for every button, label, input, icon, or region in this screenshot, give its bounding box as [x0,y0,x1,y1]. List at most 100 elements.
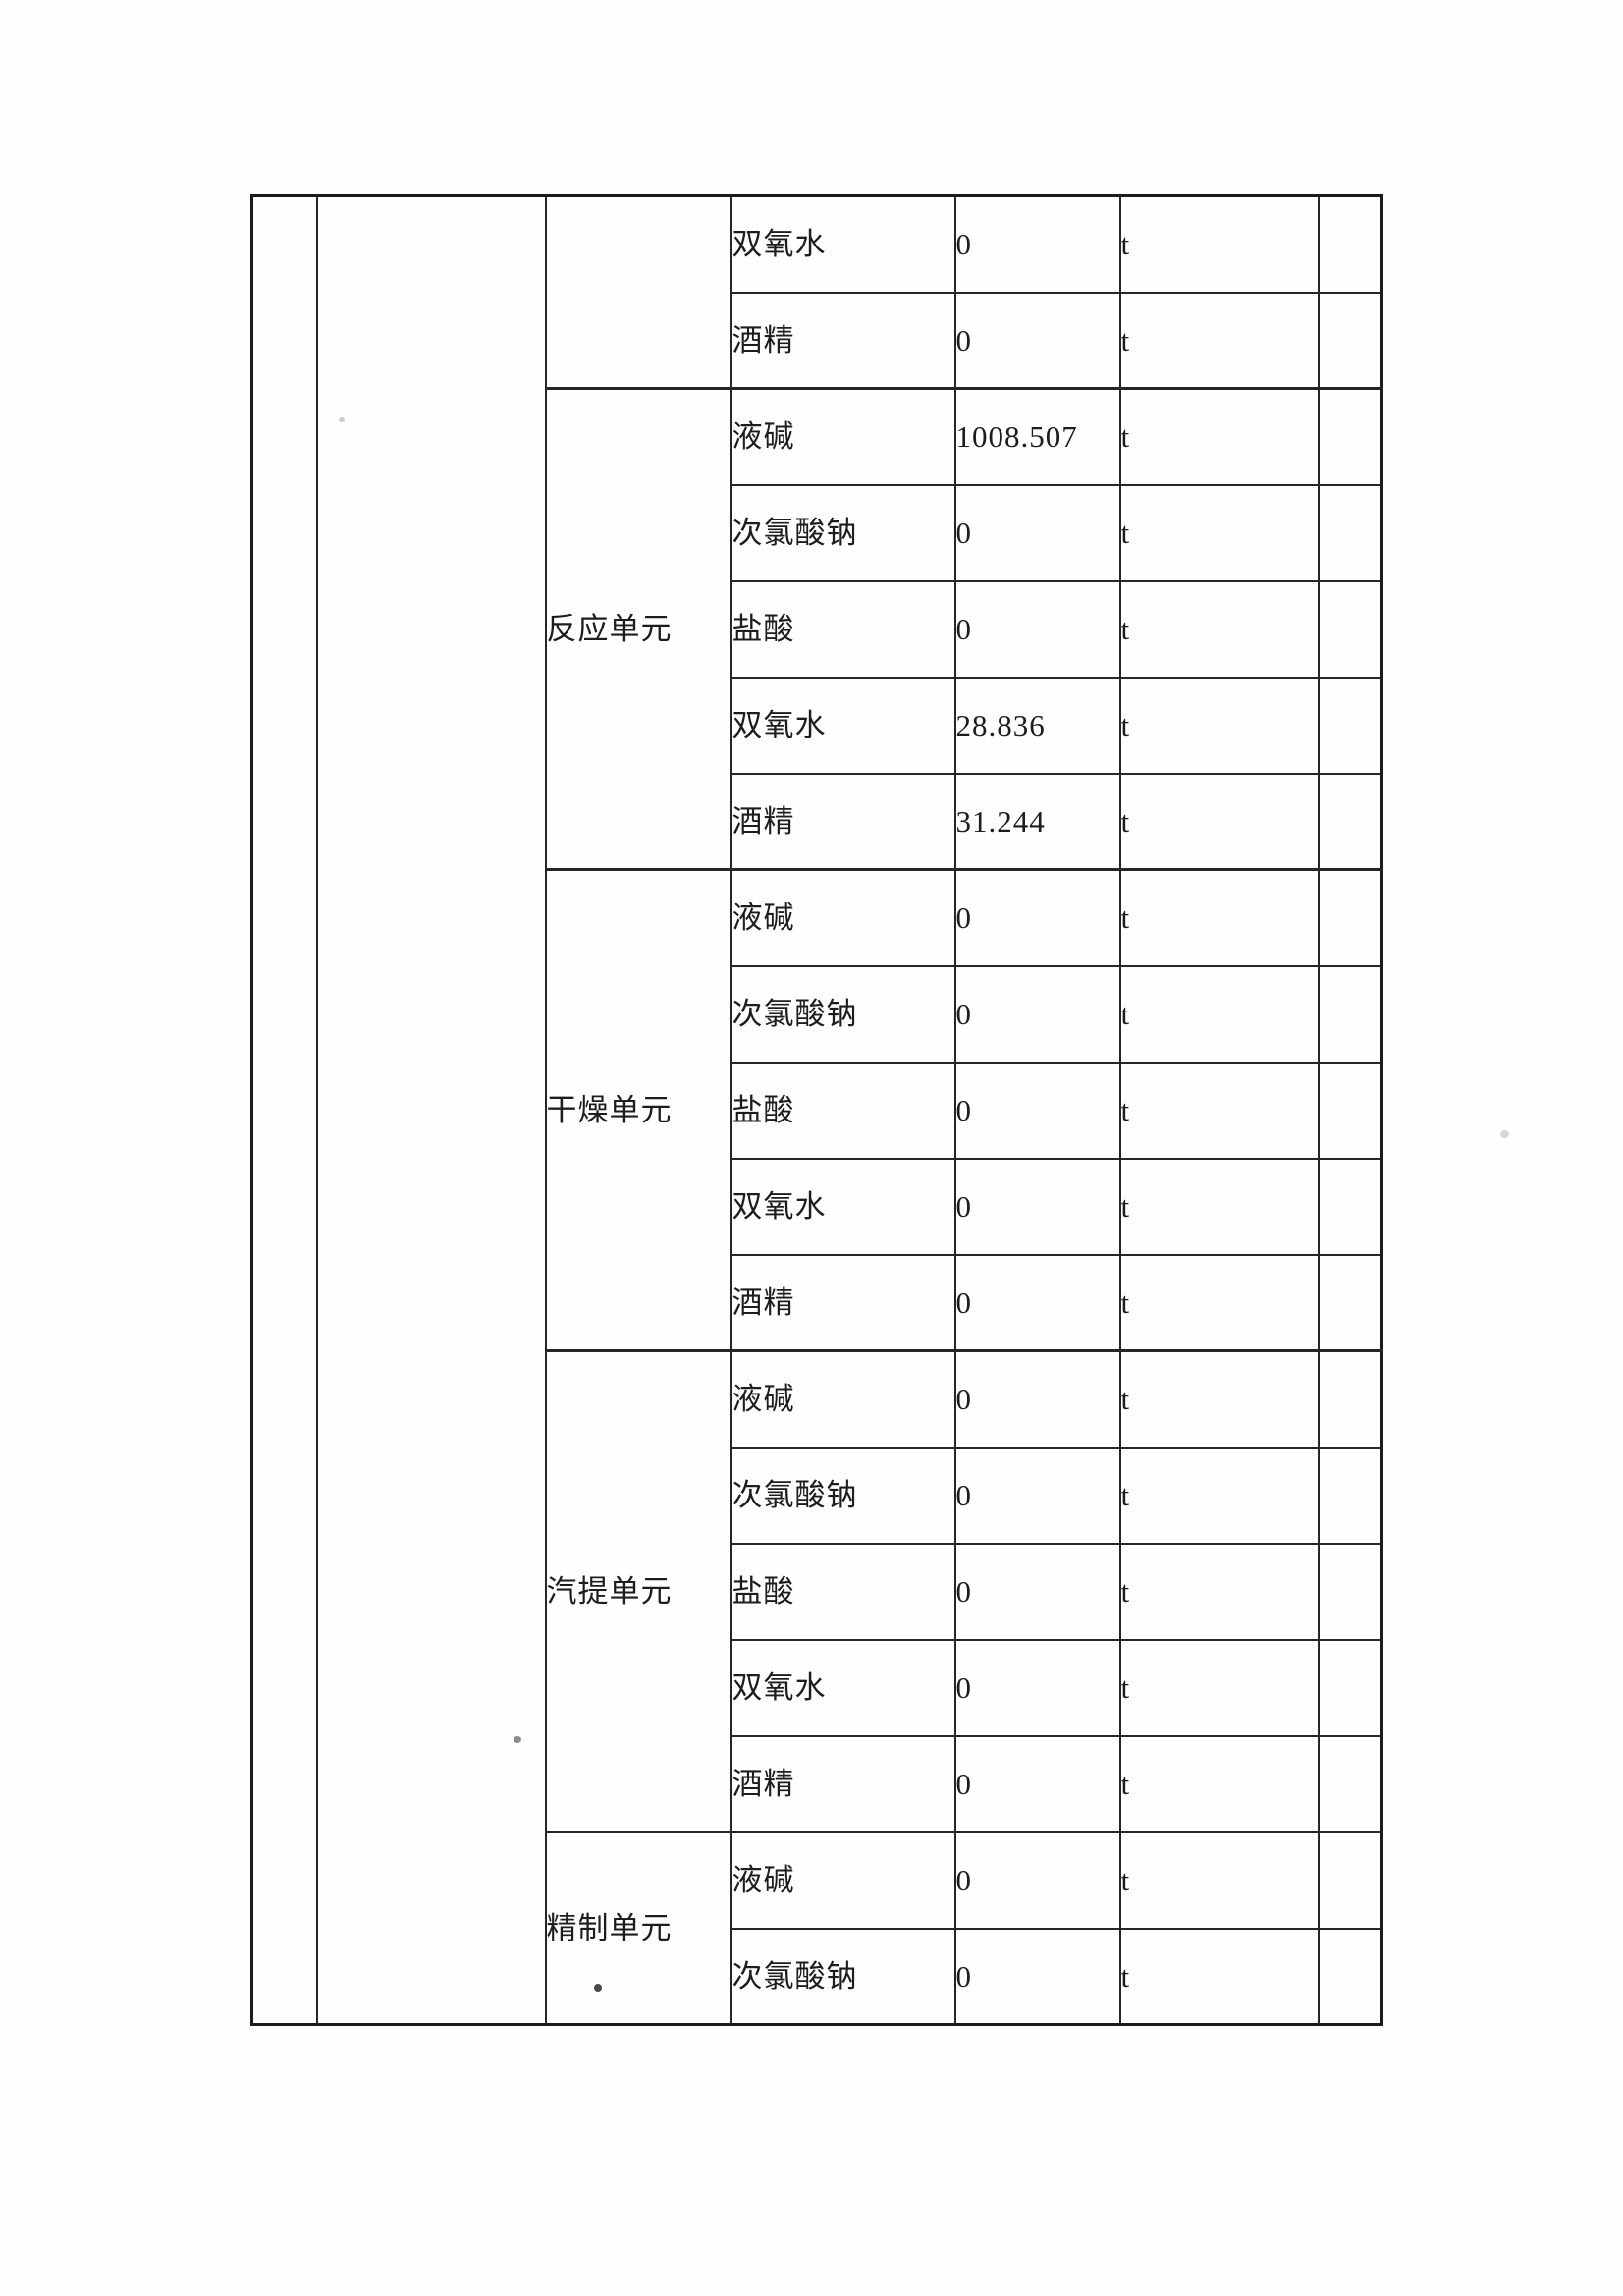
material-cell: 次氯酸钠 [730,1927,956,2026]
material-cell: 次氯酸钠 [730,964,956,1064]
spacer-cell [1317,387,1383,486]
uom-cell: t [1118,1349,1320,1449]
spacer-cell [1317,676,1383,775]
spacer-cell [1317,291,1383,390]
table-row: 双氧水 0 t [252,1157,1383,1256]
value-cell: 0 [953,579,1121,679]
spacer-cell [1317,1157,1383,1256]
spacer-cell [1317,1927,1383,2026]
value-cell: 0 [953,964,1121,1064]
uom-cell: t [1118,772,1320,871]
table-row: 盐酸 0 t [252,1061,1383,1160]
value-cell: 0 [953,1349,1121,1449]
value-cell: 0 [953,1446,1121,1545]
scan-speck [514,1736,521,1743]
table-row: 次氯酸钠 0 t [252,1446,1383,1545]
material-cell: 双氧水 [730,1157,956,1256]
table-row: 酒精 0 t [252,291,1383,390]
table-row: 次氯酸钠 0 t [252,964,1383,1064]
uom-cell: t [1118,1638,1320,1737]
material-cell: 双氧水 [730,676,956,775]
value-cell: 0 [953,868,1121,967]
category-cell [315,194,547,2026]
value-cell: 0 [953,483,1121,582]
spacer-cell [1317,1253,1383,1352]
unit-cell: 精制单元 [544,1831,732,2026]
material-cell: 酒精 [730,291,956,390]
spacer-cell [1317,1446,1383,1545]
material-cell: 液碱 [730,387,956,486]
table-row: 精制单元 液碱 0 t [252,1831,1383,2026]
spacer-cell [1317,1831,1383,1930]
value-cell: 1008.507 [953,387,1121,486]
spacer-cell [1317,1061,1383,1160]
materials-usage-table: 双氧水 0 t 酒精 0 t 反应单元 液碱 1008.507 t 次氯酸钠 0… [250,194,1383,2026]
material-cell: 酒精 [730,1734,956,1833]
spacer-cell [1317,868,1383,967]
table-row: 双氧水 0 t [250,194,1383,2026]
uom-cell: t [1118,964,1320,1064]
spacer-cell [1317,964,1383,1064]
spacer-cell [1317,1542,1383,1641]
value-cell: 0 [953,194,1121,294]
unit-cell: 汽提单元 [544,1349,732,1833]
uom-cell: t [1118,868,1320,967]
uom-cell: t [1118,194,1320,294]
material-cell: 次氯酸钠 [730,483,956,582]
spacer-cell [1317,772,1383,871]
table-row: 盐酸 0 t [252,1542,1383,1641]
material-cell: 盐酸 [730,1061,956,1160]
value-cell: 0 [953,1253,1121,1352]
table-row: 盐酸 0 t [252,579,1383,679]
table-row: 次氯酸钠 0 t [252,483,1383,582]
table-row: 酒精 0 t [252,1253,1383,1352]
value-cell: 0 [953,1157,1121,1256]
value-cell: 0 [953,1831,1121,1930]
spacer-cell [1317,483,1383,582]
material-cell: 液碱 [730,868,956,967]
spacer-cell [1317,1638,1383,1737]
uom-cell: t [1118,1253,1320,1352]
table-row: 干燥单元 液碱 0 t [252,868,1383,1352]
table-row: 次氯酸钠 0 t [252,1927,1383,2026]
uom-cell: t [1118,1157,1320,1256]
uom-cell: t [1118,1542,1320,1641]
material-cell: 盐酸 [730,579,956,679]
spacer-cell [1317,1349,1383,1449]
table-row: 酒精 31.244 t [252,772,1383,871]
table-row: 双氧水 0 t [252,1638,1383,1737]
material-cell: 盐酸 [730,1542,956,1641]
scan-speck [1500,1130,1509,1138]
uom-cell: t [1118,676,1320,775]
uom-cell: t [1118,1061,1320,1160]
uom-cell: t [1118,1734,1320,1833]
uom-cell: t [1118,1446,1320,1545]
value-cell: 0 [953,1927,1121,2026]
left-margin-cell [250,194,318,2026]
material-cell: 双氧水 [730,194,956,294]
material-cell: 次氯酸钠 [730,1446,956,1545]
value-cell: 28.836 [953,676,1121,775]
table-row: 双氧水 28.836 t [252,676,1383,775]
value-cell: 0 [953,1638,1121,1737]
unit-cell: 反应单元 [544,387,732,871]
material-cell: 液碱 [730,1831,956,1930]
uom-cell: t [1118,1831,1320,1930]
spacer-cell [1317,579,1383,679]
material-cell: 酒精 [730,772,956,871]
table-row: 酒精 0 t [252,1734,1383,1833]
material-cell: 双氧水 [730,1638,956,1737]
uom-cell: t [1118,579,1320,679]
value-cell: 31.244 [953,772,1121,871]
table-row: 反应单元 液碱 1008.507 t [252,387,1383,871]
unit-cell [544,194,732,390]
uom-cell: t [1118,1927,1320,2026]
scan-speck [594,1984,602,1992]
unit-cell: 干燥单元 [544,868,732,1352]
value-cell: 0 [953,1734,1121,1833]
value-cell: 0 [953,1061,1121,1160]
uom-cell: t [1118,291,1320,390]
value-cell: 0 [953,291,1121,390]
material-cell: 酒精 [730,1253,956,1352]
